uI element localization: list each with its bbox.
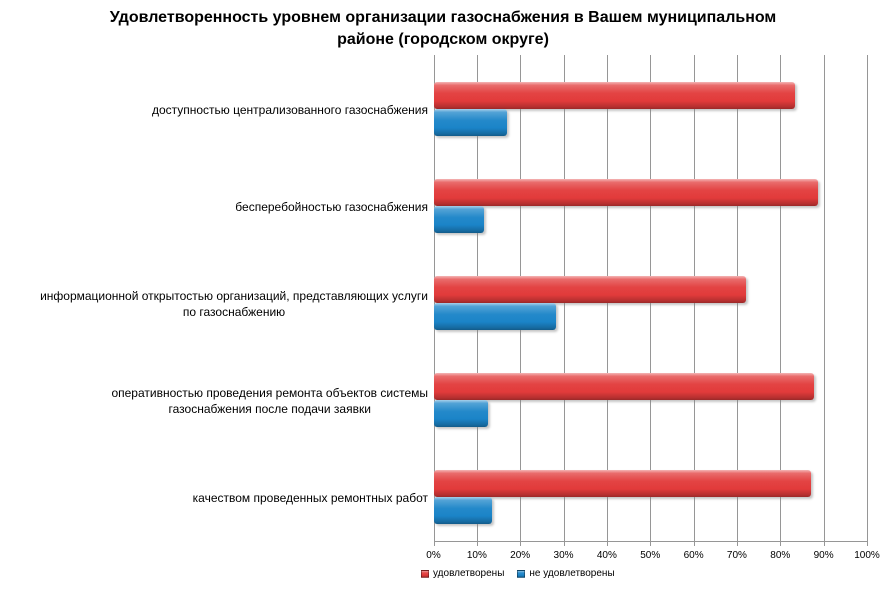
x-tick-label-70%: 70% xyxy=(726,550,747,561)
x-tick-label-90%: 90% xyxy=(813,550,834,561)
axis-tick xyxy=(476,541,478,546)
legend-item-satisfied: удовлетворены xyxy=(421,568,504,579)
category-label-5: качеством проведенных ремонтных работ xyxy=(193,490,428,506)
value-axis-line xyxy=(433,541,867,542)
legend-swatch-icon xyxy=(517,569,526,578)
legend: удовлетворены не удовлетворены xyxy=(421,568,615,579)
axis-tick xyxy=(736,541,738,546)
bar-satisfied-cat1 xyxy=(433,81,796,109)
legend-swatch-icon xyxy=(421,569,429,578)
category-label-line: качеством проведенных ремонтных работ xyxy=(192,491,428,506)
bar-not-satisfied-cat2 xyxy=(433,205,485,233)
grid-line xyxy=(780,55,782,541)
grid-line xyxy=(867,55,868,541)
bar-satisfied-cat3 xyxy=(433,275,746,303)
axis-tick xyxy=(563,541,565,546)
chart-title-line2: районе (городском округе) xyxy=(337,31,549,48)
category-label-line: оперативностью проведения ремонта объект… xyxy=(111,386,428,401)
x-tick-label-40%: 40% xyxy=(596,550,617,561)
bar-satisfied-cat2 xyxy=(433,178,819,206)
category-label-line: по газоснабжению xyxy=(182,305,286,319)
axis-tick xyxy=(780,541,782,546)
axis-tick xyxy=(520,541,522,546)
axis-tick xyxy=(867,541,868,546)
category-label-3: информационной открытостью организаций, … xyxy=(40,288,428,320)
x-tick-label-100%: 100% xyxy=(854,550,880,561)
axis-tick xyxy=(433,541,435,546)
bar-not-satisfied-cat3 xyxy=(433,302,556,330)
category-label-line: доступностью централизованного газоснабж… xyxy=(151,102,428,117)
x-tick-label-0%: 0% xyxy=(426,550,441,561)
category-label-line: газоснабжения после подачи заявки xyxy=(168,402,371,417)
axis-tick xyxy=(693,541,695,546)
chart-title: Удовлетворенность уровнем организации га… xyxy=(0,7,886,51)
category-label-2: бесперебойностью газоснабжения xyxy=(235,199,428,215)
x-tick-label-60%: 60% xyxy=(683,550,704,561)
bar-not-satisfied-cat1 xyxy=(433,108,508,136)
category-label-4: оперативностью проведения ремонта объект… xyxy=(111,385,428,417)
grid-line xyxy=(823,55,825,541)
bar-satisfied-cat5 xyxy=(433,470,811,498)
axis-tick xyxy=(606,541,608,546)
x-tick-label-30%: 30% xyxy=(553,550,574,561)
x-tick-label-80%: 80% xyxy=(770,550,791,561)
bar-not-satisfied-cat4 xyxy=(433,400,489,428)
category-label-1: доступностью централизованного газоснабж… xyxy=(152,102,428,118)
x-tick-label-50%: 50% xyxy=(640,550,661,561)
x-tick-label-10%: 10% xyxy=(466,550,487,561)
legend-label: удовлетворены xyxy=(433,568,505,579)
category-label-line: бесперебойностью газоснабжения xyxy=(235,199,428,214)
legend-label: не удовлетворены xyxy=(529,568,615,579)
axis-tick xyxy=(823,541,825,546)
category-label-line: информационной открытостью организаций, … xyxy=(40,289,428,303)
axis-tick xyxy=(650,541,652,546)
bar-not-satisfied-cat5 xyxy=(433,497,492,525)
legend-item-not-satisfied: не удовлетворены xyxy=(517,568,615,579)
x-tick-label-20%: 20% xyxy=(510,550,531,561)
chart-title-line1: Удовлетворенность уровнем организации га… xyxy=(109,9,777,26)
bar-satisfied-cat4 xyxy=(433,373,815,401)
